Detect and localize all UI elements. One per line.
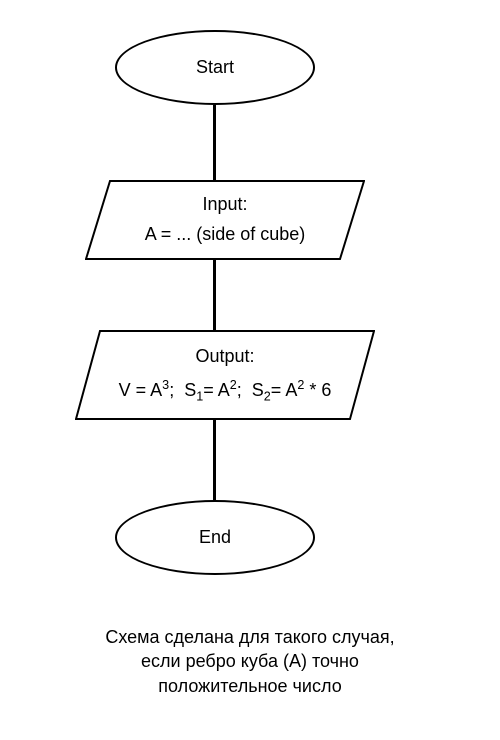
node-end: End xyxy=(115,500,315,575)
node-start: Start xyxy=(115,30,315,105)
node-input: Input: A = ... (side of cube) xyxy=(85,180,365,260)
node-input-line1: Input: xyxy=(85,194,365,215)
node-output: Output: V = A3; S1= A2; S2= A2 * 6 xyxy=(75,330,375,420)
node-output-line2: V = A3; S1= A2; S2= A2 * 6 xyxy=(75,380,375,401)
caption-line1: Схема сделана для такого случая, xyxy=(0,625,500,649)
caption-line3: положительное число xyxy=(0,674,500,698)
flowchart: Start Input: A = ... (side of cube) Outp… xyxy=(0,0,500,740)
node-start-label: Start xyxy=(196,57,234,78)
caption-line2: если ребро куба (A) точно xyxy=(0,649,500,673)
parallelogram-shape xyxy=(75,330,375,420)
edge-output-end xyxy=(213,420,216,500)
node-output-line1: Output: xyxy=(75,346,375,367)
parallelogram-shape xyxy=(85,180,365,260)
node-input-line2: A = ... (side of cube) xyxy=(85,224,365,245)
node-end-label: End xyxy=(199,527,231,548)
edge-input-output xyxy=(213,260,216,330)
edge-start-input xyxy=(213,105,216,180)
caption: Схема сделана для такого случая, если ре… xyxy=(0,625,500,698)
